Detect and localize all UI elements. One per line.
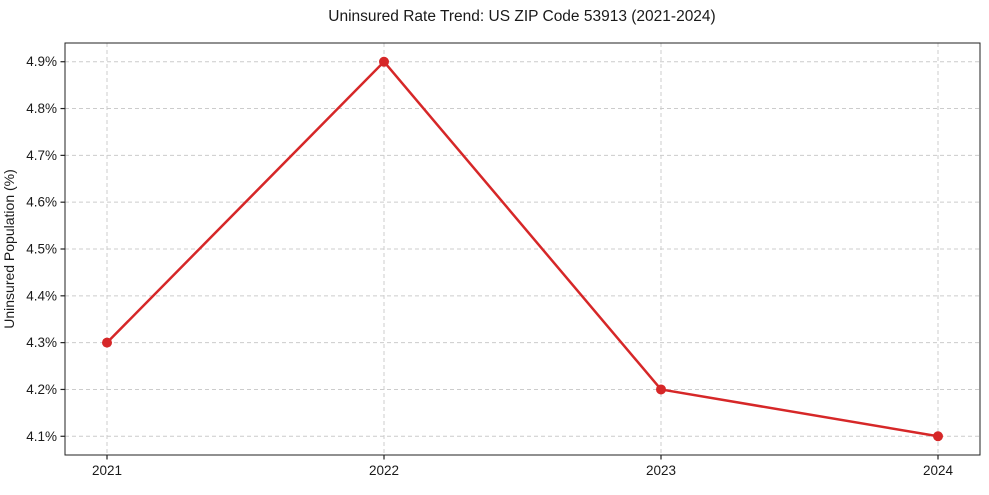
trend-line xyxy=(105,60,940,438)
y-tick-label: 4.3% xyxy=(26,335,57,350)
y-tick-labels: 4.1% 4.2% 4.3% 4.4% 4.5% 4.6% 4.7% 4.8% 4.9% xyxy=(26,54,57,444)
data-point xyxy=(379,56,389,67)
data-point xyxy=(656,384,666,395)
y-tick-label: 4.2% xyxy=(26,382,57,397)
y-axis-label: Uninsured Population (%) xyxy=(1,169,17,329)
y-tick-label: 4.1% xyxy=(26,429,57,444)
x-tick-label: 2024 xyxy=(923,463,954,478)
y-tick-label: 4.5% xyxy=(26,242,57,257)
data-point xyxy=(933,431,943,442)
y-tick-label: 4.9% xyxy=(26,54,57,69)
x-tick-label: 2022 xyxy=(369,463,399,478)
data-point xyxy=(102,337,112,348)
tick-marks xyxy=(60,61,939,460)
x-tick-labels: 2021 2022 2023 2024 xyxy=(92,463,954,478)
y-tick-label: 4.6% xyxy=(26,195,57,210)
data-points xyxy=(102,56,943,442)
gridlines xyxy=(65,43,980,455)
y-tick-label: 4.7% xyxy=(26,148,57,163)
y-tick-label: 4.4% xyxy=(26,288,57,303)
x-tick-label: 2023 xyxy=(646,463,676,478)
chart-title: Uninsured Rate Trend: US ZIP Code 53913 … xyxy=(328,8,715,25)
x-tick-label: 2021 xyxy=(92,463,122,478)
y-tick-label: 4.8% xyxy=(26,101,57,116)
